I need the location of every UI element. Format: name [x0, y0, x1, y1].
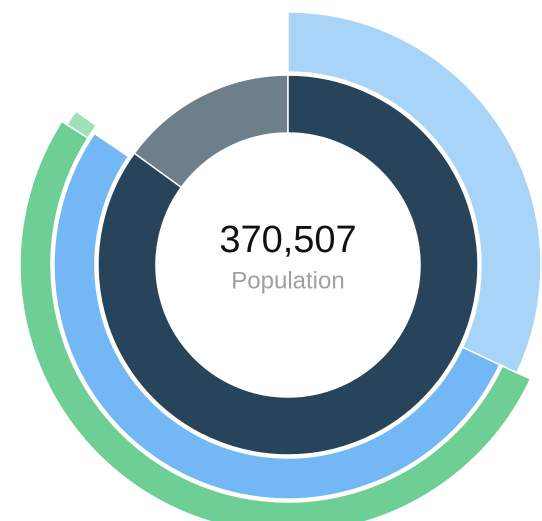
segment [53, 132, 501, 500]
segment [19, 120, 532, 521]
center-value: 370,507 [219, 219, 356, 261]
segment [287, 11, 542, 374]
center-caption: Population [231, 267, 344, 294]
segment [65, 109, 98, 140]
segment [97, 74, 479, 456]
